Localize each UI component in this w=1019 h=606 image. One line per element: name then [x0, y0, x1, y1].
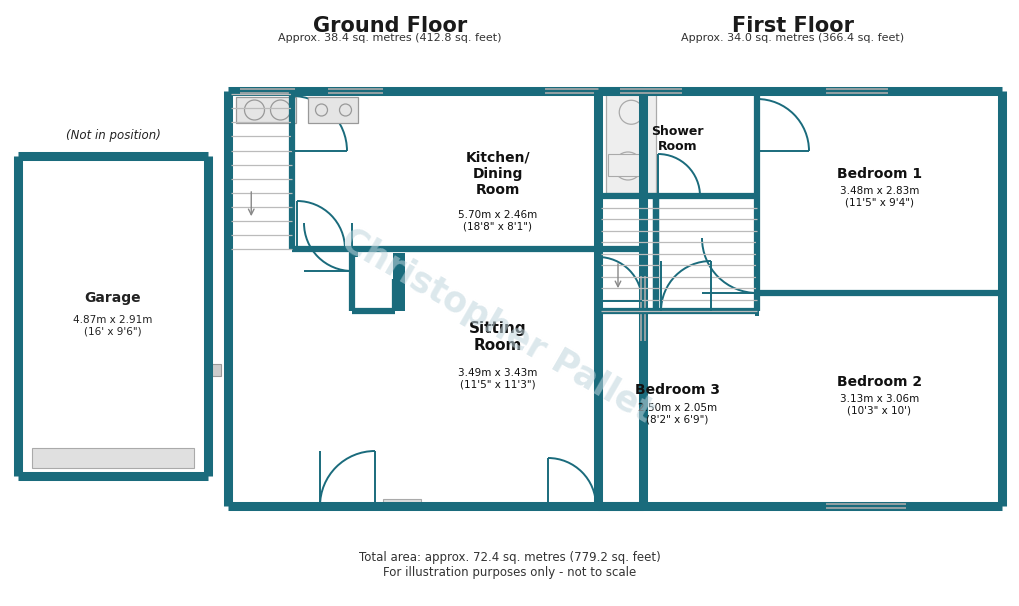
- Text: Kitchen/
Dining
Room: Kitchen/ Dining Room: [465, 151, 530, 197]
- Bar: [297, 239, 348, 256]
- Bar: [392, 253, 405, 311]
- Bar: [382, 499, 421, 509]
- Text: For illustration purposes only - not to scale: For illustration purposes only - not to …: [383, 566, 636, 579]
- Bar: [207, 364, 221, 376]
- Text: Bedroom 1: Bedroom 1: [837, 167, 921, 181]
- Text: 5.70m x 2.46m
(18'8" x 8'1"): 5.70m x 2.46m (18'8" x 8'1"): [458, 210, 537, 232]
- Bar: [750, 238, 766, 293]
- Text: Bedroom 2: Bedroom 2: [837, 375, 921, 388]
- Text: Christopher Pallet: Christopher Pallet: [334, 222, 658, 430]
- Bar: [236, 97, 297, 123]
- Text: Sitting
Room: Sitting Room: [469, 321, 526, 353]
- Text: 2.50m x 2.05m
(8'2" x 6'9"): 2.50m x 2.05m (8'2" x 6'9"): [637, 403, 716, 424]
- Bar: [320, 496, 375, 513]
- Bar: [345, 223, 362, 271]
- Text: First Floor: First Floor: [732, 16, 853, 36]
- Text: Bedroom 3: Bedroom 3: [635, 384, 719, 398]
- Bar: [557, 499, 595, 509]
- Text: Shower
Room: Shower Room: [650, 124, 703, 153]
- Bar: [750, 96, 766, 151]
- Bar: [754, 306, 758, 316]
- Bar: [544, 87, 606, 96]
- Text: Garage: Garage: [85, 291, 142, 305]
- Text: 4.87m x 2.91m
(16' x 9'6"): 4.87m x 2.91m (16' x 9'6"): [73, 315, 153, 337]
- Bar: [825, 501, 905, 510]
- Bar: [591, 253, 607, 301]
- Bar: [638, 276, 647, 341]
- Bar: [350, 249, 358, 257]
- Bar: [825, 87, 888, 96]
- Text: Approx. 34.0 sq. metres (366.4 sq. feet): Approx. 34.0 sq. metres (366.4 sq. feet): [681, 33, 904, 43]
- Text: Ground Floor: Ground Floor: [313, 16, 467, 36]
- Bar: [547, 496, 599, 513]
- Text: (Not in position): (Not in position): [65, 129, 160, 142]
- Bar: [657, 186, 702, 202]
- Text: 3.13m x 3.06m
(10'3" x 10'): 3.13m x 3.06m (10'3" x 10'): [839, 394, 918, 415]
- Bar: [285, 91, 302, 151]
- Bar: [239, 87, 294, 96]
- Text: Approx. 38.4 sq. metres (412.8 sq. feet): Approx. 38.4 sq. metres (412.8 sq. feet): [278, 33, 501, 43]
- Text: Total area: approx. 72.4 sq. metres (779.2 sq. feet): Total area: approx. 72.4 sq. metres (779…: [359, 551, 660, 564]
- Bar: [620, 87, 682, 96]
- Bar: [754, 288, 758, 298]
- Bar: [660, 301, 710, 318]
- Bar: [607, 154, 645, 176]
- Bar: [606, 95, 655, 193]
- Bar: [328, 87, 382, 96]
- Text: 3.48m x 2.83m
(11'5" x 9'4"): 3.48m x 2.83m (11'5" x 9'4"): [839, 186, 918, 208]
- Bar: [308, 97, 358, 123]
- Text: 3.49m x 3.43m
(11'5" x 11'3"): 3.49m x 3.43m (11'5" x 11'3"): [458, 368, 537, 390]
- Bar: [32, 448, 194, 468]
